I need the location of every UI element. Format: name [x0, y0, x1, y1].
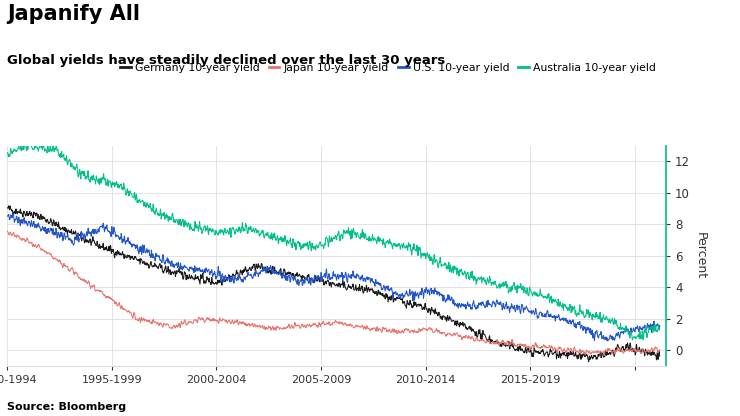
U.S. 10-year yield	[3, 214, 12, 219]
Japan 10-year yield	[613, 347, 622, 352]
Germany 10-year yield	[298, 273, 307, 278]
Japan 10-year yield	[120, 307, 129, 312]
U.S. 10-year yield	[8, 211, 17, 216]
Line: Australia 10-year yield: Australia 10-year yield	[7, 139, 660, 340]
Germany 10-year yield	[585, 359, 593, 364]
Text: Global yields have steadily declined over the last 30 years: Global yields have steadily declined ove…	[7, 54, 445, 67]
Japan 10-year yield	[3, 229, 12, 234]
Germany 10-year yield	[4, 203, 13, 208]
Australia 10-year yield	[16, 146, 24, 151]
Japan 10-year yield	[337, 322, 346, 327]
Germany 10-year yield	[120, 253, 129, 258]
Text: Source: Bloomberg: Source: Bloomberg	[7, 402, 127, 412]
Australia 10-year yield	[3, 150, 12, 155]
Line: Japan 10-year yield: Japan 10-year yield	[7, 231, 660, 355]
U.S. 10-year yield	[16, 222, 24, 227]
Y-axis label: Percent: Percent	[693, 232, 707, 280]
Japan 10-year yield	[581, 352, 590, 357]
U.S. 10-year yield	[298, 282, 307, 287]
Australia 10-year yield	[32, 136, 41, 141]
Legend: Germany 10-year yield, Japan 10-year yield, U.S. 10-year yield, Australia 10-yea: Germany 10-year yield, Japan 10-year yie…	[115, 58, 661, 77]
Japan 10-year yield	[453, 330, 462, 335]
Japan 10-year yield	[656, 347, 665, 352]
Japan 10-year yield	[16, 235, 24, 240]
Japan 10-year yield	[298, 322, 307, 327]
Australia 10-year yield	[337, 232, 346, 237]
U.S. 10-year yield	[604, 339, 613, 344]
Line: Germany 10-year yield: Germany 10-year yield	[7, 206, 660, 362]
Text: Japanify All: Japanify All	[7, 4, 141, 24]
U.S. 10-year yield	[120, 234, 129, 239]
Australia 10-year yield	[639, 337, 648, 342]
Germany 10-year yield	[16, 208, 24, 213]
Australia 10-year yield	[120, 186, 129, 191]
Australia 10-year yield	[613, 326, 622, 331]
Australia 10-year yield	[298, 245, 307, 250]
Line: U.S. 10-year yield: U.S. 10-year yield	[7, 213, 660, 341]
Germany 10-year yield	[453, 318, 462, 323]
Germany 10-year yield	[614, 344, 623, 349]
U.S. 10-year yield	[337, 274, 346, 279]
U.S. 10-year yield	[453, 301, 462, 306]
Australia 10-year yield	[453, 266, 462, 271]
U.S. 10-year yield	[614, 330, 623, 335]
Germany 10-year yield	[656, 354, 665, 359]
Australia 10-year yield	[656, 325, 665, 330]
Germany 10-year yield	[337, 282, 346, 287]
Germany 10-year yield	[3, 206, 12, 210]
U.S. 10-year yield	[656, 323, 665, 328]
